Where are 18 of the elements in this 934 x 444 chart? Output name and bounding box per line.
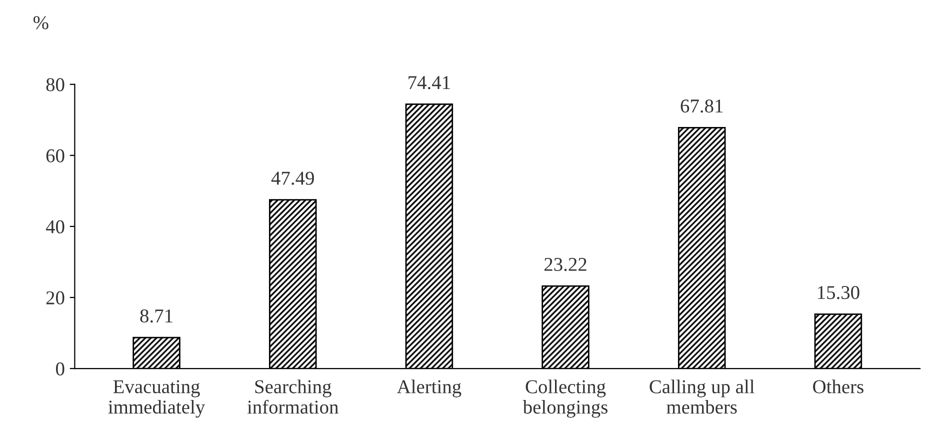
x-tick-label: Alerting (396, 380, 462, 398)
x-tick-label: Evacuating immediately (108, 380, 206, 418)
y-tick-label: 60 (46, 149, 64, 162)
x-tick-label: Others (813, 380, 864, 394)
x-tick-label: Collecting belongings (522, 380, 608, 418)
y-tick-label: 0 (56, 362, 64, 376)
y-axis-title: % (33, 16, 48, 30)
data-label: 47.49 (271, 172, 314, 185)
data-label: 8.71 (140, 309, 172, 323)
x-tick-label: Searching information (247, 380, 338, 414)
data-label: 23.22 (544, 258, 586, 272)
data-label: 67.81 (680, 99, 723, 113)
x-tick-label: Calling up all members (650, 380, 754, 414)
y-tick-label: 40 (46, 220, 64, 234)
y-tick-label: 80 (46, 78, 64, 92)
data-label: 15.30 (818, 286, 860, 300)
y-tick-label: 20 (46, 291, 64, 304)
data-label: 74.41 (408, 76, 450, 90)
